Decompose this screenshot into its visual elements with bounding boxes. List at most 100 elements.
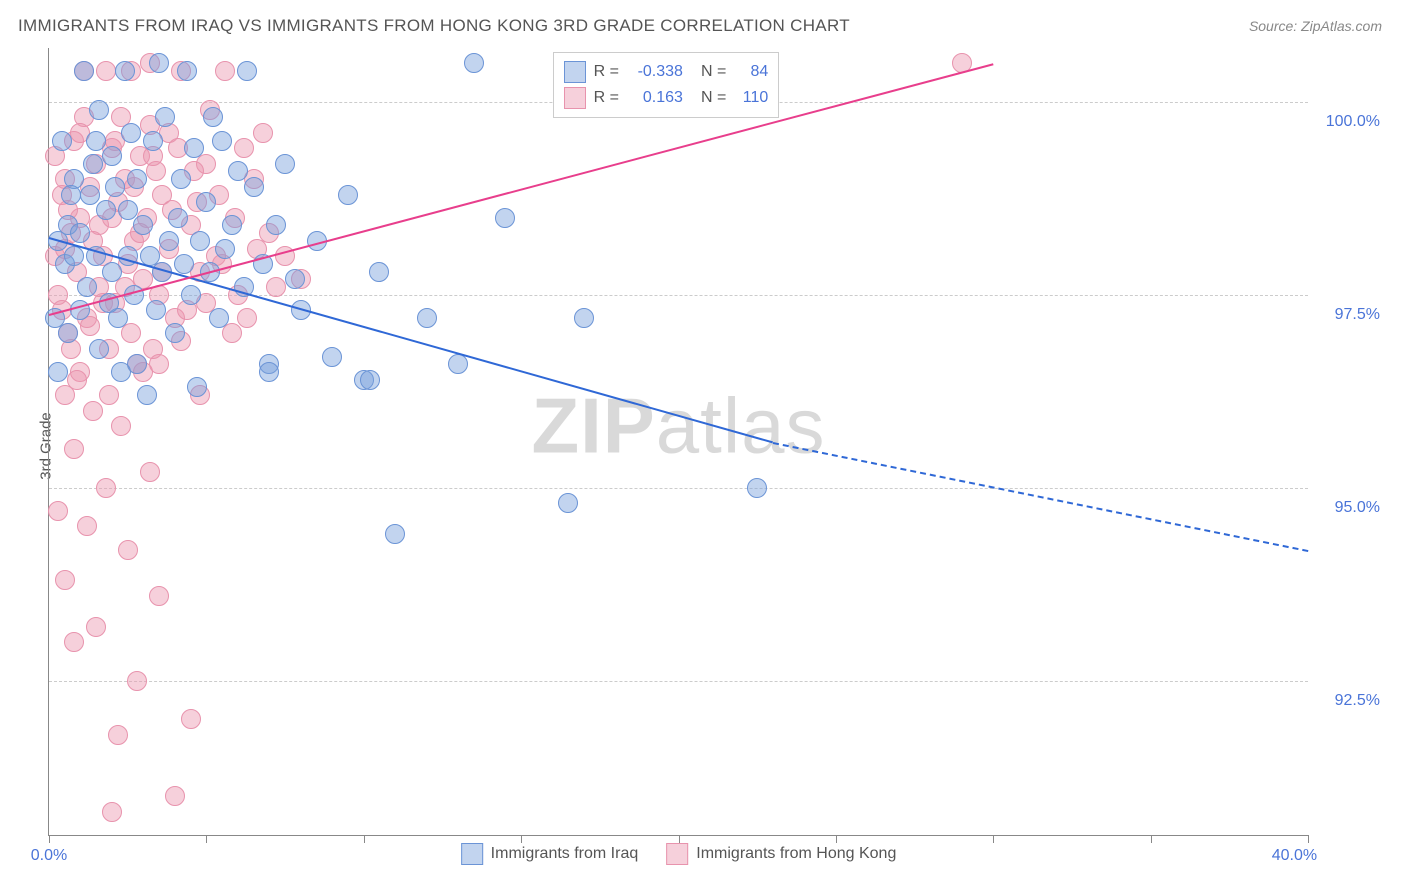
legend-r-value: -0.338	[627, 63, 683, 81]
scatter-point-iraq	[159, 231, 179, 251]
legend-label: Immigrants from Iraq	[491, 845, 639, 863]
scatter-point-iraq	[558, 493, 578, 513]
scatter-point-iraq	[212, 131, 232, 151]
trend-line	[773, 442, 1308, 552]
scatter-point-iraq	[747, 478, 767, 498]
scatter-point-iraq	[203, 107, 223, 127]
legend-swatch	[564, 87, 586, 109]
scatter-point-iraq	[574, 308, 594, 328]
legend-r-label: R =	[594, 89, 619, 107]
scatter-point-iraq	[102, 262, 122, 282]
legend-r-value: 0.163	[627, 89, 683, 107]
chart-plot-area: ZIPatlas 92.5%95.0%97.5%100.0%0.0%40.0%R…	[48, 48, 1308, 836]
scatter-point-iraq	[155, 107, 175, 127]
scatter-point-iraq	[83, 154, 103, 174]
source-label: Source: ZipAtlas.com	[1249, 18, 1382, 34]
scatter-point-hongkong	[118, 540, 138, 560]
scatter-point-iraq	[48, 362, 68, 382]
scatter-point-hongkong	[86, 617, 106, 637]
scatter-point-iraq	[209, 308, 229, 328]
scatter-point-iraq	[146, 300, 166, 320]
scatter-point-iraq	[464, 53, 484, 73]
scatter-point-iraq	[64, 246, 84, 266]
scatter-point-iraq	[89, 339, 109, 359]
scatter-point-iraq	[244, 177, 264, 197]
scatter-point-hongkong	[64, 632, 84, 652]
y-tick-label: 100.0%	[1326, 113, 1380, 131]
x-tick-label: 0.0%	[31, 847, 67, 865]
scatter-point-iraq	[77, 277, 97, 297]
x-tick	[679, 835, 680, 843]
y-tick-label: 92.5%	[1335, 692, 1380, 710]
scatter-point-iraq	[137, 385, 157, 405]
x-tick-label: 40.0%	[1272, 847, 1317, 865]
scatter-point-hongkong	[127, 671, 147, 691]
legend-n-label: N =	[701, 89, 726, 107]
legend-n-value: 110	[734, 89, 768, 107]
legend-n-label: N =	[701, 63, 726, 81]
legend-swatch	[461, 843, 483, 865]
scatter-point-hongkong	[266, 277, 286, 297]
scatter-point-iraq	[105, 177, 125, 197]
legend-n-value: 84	[734, 63, 768, 81]
legend-row-iraq: R =-0.338N =84	[564, 59, 769, 85]
scatter-point-hongkong	[77, 516, 97, 536]
scatter-point-hongkong	[96, 61, 116, 81]
scatter-point-iraq	[360, 370, 380, 390]
scatter-point-hongkong	[234, 138, 254, 158]
scatter-point-iraq	[171, 169, 191, 189]
scatter-point-iraq	[259, 362, 279, 382]
correlation-legend: R = -0.338 N = 84 R = 0.163 N = 110	[553, 52, 780, 118]
x-tick	[1151, 835, 1152, 843]
scatter-point-hongkong	[67, 370, 87, 390]
scatter-point-hongkong	[149, 586, 169, 606]
scatter-point-hongkong	[111, 416, 131, 436]
scatter-point-iraq	[177, 61, 197, 81]
scatter-point-iraq	[369, 262, 389, 282]
scatter-point-iraq	[285, 269, 305, 289]
scatter-point-hongkong	[149, 354, 169, 374]
scatter-point-iraq	[196, 192, 216, 212]
scatter-point-iraq	[448, 354, 468, 374]
legend-swatch	[564, 61, 586, 83]
scatter-point-iraq	[385, 524, 405, 544]
scatter-point-iraq	[143, 131, 163, 151]
legend-label: Immigrants from Hong Kong	[696, 845, 896, 863]
scatter-point-iraq	[181, 285, 201, 305]
scatter-point-hongkong	[165, 786, 185, 806]
scatter-point-iraq	[52, 131, 72, 151]
legend-row-hongkong: R = 0.163 N = 110	[564, 85, 769, 111]
scatter-point-iraq	[165, 323, 185, 343]
series-legend: Immigrants from Iraq Immigrants from Hong…	[461, 843, 897, 865]
scatter-point-iraq	[121, 123, 141, 143]
gridline	[49, 681, 1308, 682]
scatter-point-hongkong	[215, 61, 235, 81]
scatter-point-iraq	[149, 53, 169, 73]
scatter-point-hongkong	[64, 439, 84, 459]
x-tick	[49, 835, 50, 843]
x-tick	[993, 835, 994, 843]
scatter-point-iraq	[96, 200, 116, 220]
x-tick	[521, 835, 522, 843]
legend-item-iraq: Immigrants from Iraq	[461, 843, 639, 865]
scatter-point-iraq	[133, 215, 153, 235]
scatter-point-hongkong	[48, 501, 68, 521]
scatter-point-iraq	[190, 231, 210, 251]
scatter-point-iraq	[127, 169, 147, 189]
x-tick	[206, 835, 207, 843]
scatter-point-hongkong	[140, 462, 160, 482]
scatter-point-iraq	[495, 208, 515, 228]
scatter-point-iraq	[237, 61, 257, 81]
scatter-point-hongkong	[108, 725, 128, 745]
scatter-point-iraq	[322, 347, 342, 367]
scatter-point-iraq	[215, 239, 235, 259]
x-tick	[836, 835, 837, 843]
scatter-point-hongkong	[237, 308, 257, 328]
scatter-point-hongkong	[222, 323, 242, 343]
scatter-point-hongkong	[96, 478, 116, 498]
scatter-point-iraq	[70, 223, 90, 243]
scatter-point-iraq	[115, 61, 135, 81]
scatter-point-iraq	[187, 377, 207, 397]
x-tick	[1308, 835, 1309, 843]
scatter-point-iraq	[89, 100, 109, 120]
